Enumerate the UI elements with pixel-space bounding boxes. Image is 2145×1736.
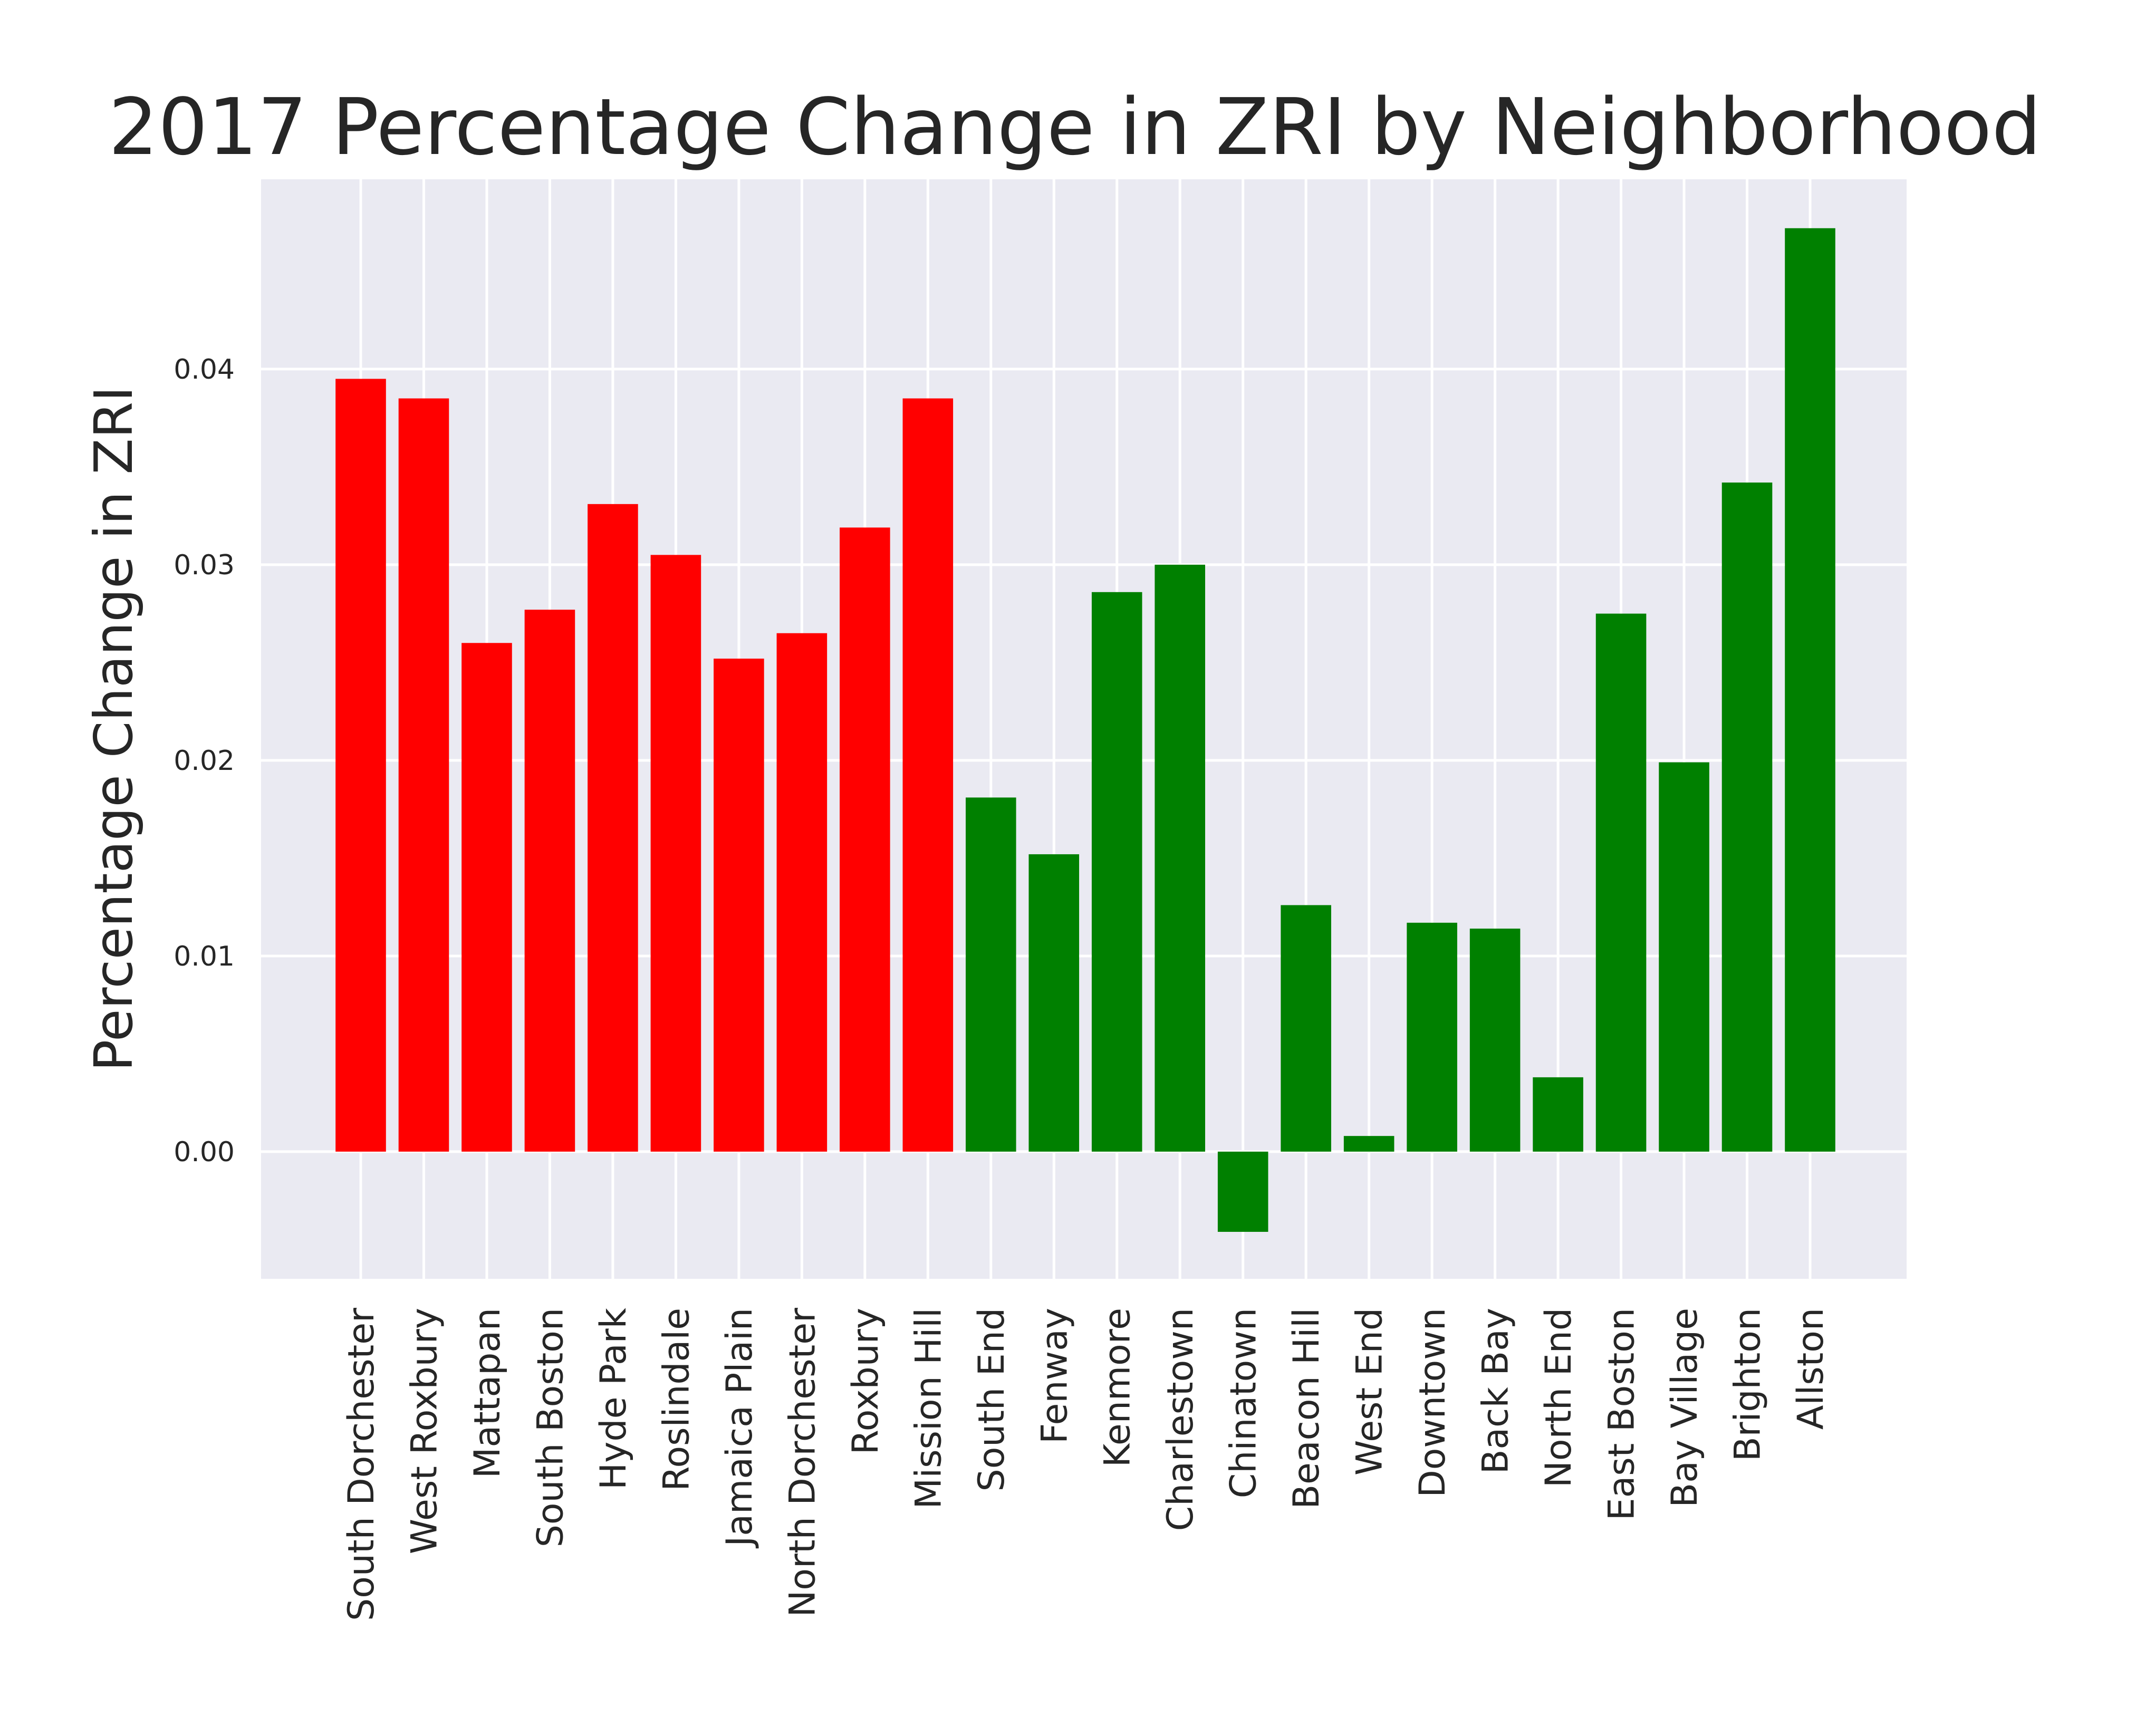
bar xyxy=(1533,1077,1583,1152)
bar xyxy=(902,398,954,1152)
y-tick-label: 0.04 xyxy=(174,354,235,385)
x-tick-label: Allston xyxy=(1790,1308,1832,1430)
x-tick-label: Back Bay xyxy=(1475,1308,1517,1474)
bar xyxy=(1217,1151,1268,1232)
bar xyxy=(1407,922,1457,1152)
y-tick-labels: 0.00 0.01 0.02 0.03 0.04 xyxy=(174,354,235,1168)
bar xyxy=(588,504,638,1152)
x-tick-label: North Dorchester xyxy=(782,1308,823,1617)
x-tick-label: Hyde Park xyxy=(593,1307,634,1490)
x-tick-label: Bay Village xyxy=(1664,1308,1706,1508)
bar xyxy=(1659,762,1709,1152)
y-axis-label: Percentage Change in ZRI xyxy=(83,386,145,1071)
bar xyxy=(1281,905,1331,1152)
bar xyxy=(1091,592,1142,1152)
bar xyxy=(650,555,701,1152)
x-tick-label: Chinatown xyxy=(1223,1308,1265,1498)
bar xyxy=(840,527,890,1152)
bar xyxy=(714,658,764,1152)
x-tick-label: North End xyxy=(1538,1308,1580,1488)
y-tick-label: 0.03 xyxy=(174,549,235,581)
x-tick-label: Brighton xyxy=(1727,1308,1769,1461)
x-tick-label: South Boston xyxy=(530,1308,571,1547)
bar xyxy=(398,398,449,1152)
y-tick-label: 0.02 xyxy=(174,745,235,777)
x-tick-label: Fenway xyxy=(1034,1308,1075,1444)
bar xyxy=(1155,564,1206,1152)
bar xyxy=(1721,483,1773,1152)
y-tick-label: 0.01 xyxy=(174,941,235,972)
x-tick-label: Roslindale xyxy=(656,1308,697,1491)
x-tick-label: West Roxbury xyxy=(403,1308,445,1554)
bar xyxy=(1343,1136,1394,1152)
bar xyxy=(1785,228,1835,1152)
x-tick-label: East Boston xyxy=(1601,1308,1643,1520)
x-tick-label: Beacon Hill xyxy=(1286,1308,1328,1509)
bar xyxy=(461,643,512,1152)
bar xyxy=(335,379,386,1152)
chart-title: 2017 Percentage Change in ZRI by Neighbo… xyxy=(109,82,2042,172)
bar xyxy=(1028,854,1080,1152)
x-tick-labels: South Dorchester West Roxbury Mattapan Sout… xyxy=(341,1307,1832,1621)
bar xyxy=(776,633,828,1152)
x-tick-label: Jamaica Plain xyxy=(719,1308,761,1549)
bar xyxy=(1595,613,1647,1152)
x-tick-label: Mattapan xyxy=(467,1308,508,1478)
x-tick-label: South End xyxy=(971,1308,1013,1491)
x-tick-label: Downtown xyxy=(1412,1308,1454,1498)
x-tick-label: West End xyxy=(1349,1308,1391,1475)
x-tick-label: Kenmore xyxy=(1097,1308,1139,1467)
bars xyxy=(335,228,1835,1232)
x-tick-label: Roxbury xyxy=(845,1308,887,1454)
bar xyxy=(524,610,575,1152)
y-tick-label: 0.00 xyxy=(174,1136,235,1168)
bar xyxy=(965,797,1016,1152)
x-tick-label: South Dorchester xyxy=(341,1308,382,1621)
x-tick-label: Charlestown xyxy=(1160,1308,1201,1531)
x-tick-label: Mission Hill xyxy=(908,1308,949,1509)
bar xyxy=(1469,928,1521,1152)
